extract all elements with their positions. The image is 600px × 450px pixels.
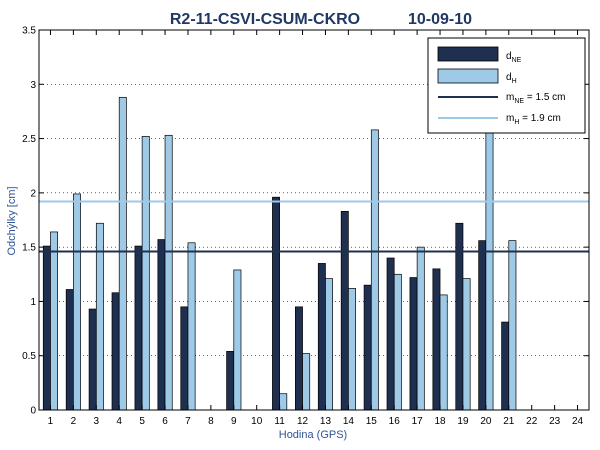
bar-d-ne: [272, 196, 280, 411]
legend-label-d-h: dH: [506, 72, 517, 85]
bar-d-ne: [180, 306, 189, 411]
bar-d-h: [141, 136, 150, 411]
plot-area: [38, 29, 590, 411]
bars: [42, 96, 517, 411]
bar-d-h: [279, 393, 288, 411]
bar-d-h: [325, 278, 334, 411]
x-tick-label: 9: [231, 416, 237, 427]
bar-d-ne: [317, 263, 326, 411]
x-tick-label: 7: [185, 416, 191, 427]
y-tick-label: 0.5: [22, 351, 36, 362]
x-tick-label: 10: [251, 416, 263, 427]
bar-d-ne: [386, 257, 395, 411]
y-tick-label: 1: [30, 297, 36, 308]
bar-d-ne: [88, 308, 97, 411]
chart-title: R2-11-CSVI-CSUM-CKRO: [170, 11, 360, 28]
x-tick-label: 17: [412, 416, 424, 427]
x-tick-label: 16: [389, 416, 401, 427]
y-tick-label: 0: [30, 406, 36, 417]
bar-d-h: [462, 278, 471, 411]
bar-d-ne: [478, 240, 487, 411]
y-tick-label: 3: [30, 80, 36, 91]
bar-d-ne: [501, 321, 510, 411]
bar-d-h: [348, 288, 356, 411]
y-axis-ticks: 0 0.5 1 1.5 2 2.5 3 3.5: [22, 26, 589, 417]
legend: dNE dH mNE = 1.5 cm mH = 1.9 cm: [427, 37, 586, 134]
x-tick-label: 14: [343, 416, 355, 427]
bar-d-h: [439, 294, 448, 411]
bar-d-ne: [42, 245, 51, 411]
x-tick-label: 22: [526, 416, 538, 427]
x-tick-label: 20: [480, 416, 492, 427]
reference-lines: [39, 200, 589, 253]
x-tick-label: 6: [162, 416, 168, 427]
legend-label-m-ne: mNE = 1.5 cm: [506, 92, 565, 105]
bar-d-h: [164, 134, 173, 411]
x-tick-label: 2: [71, 416, 77, 427]
bar-d-h: [393, 273, 402, 411]
chart-title-date: 10-09-10: [408, 11, 472, 28]
x-tick-label: 24: [572, 416, 584, 427]
x-tick-label: 3: [94, 416, 100, 427]
bar-d-h: [50, 231, 59, 411]
x-tick-label: 11: [274, 416, 285, 427]
bar-d-h: [416, 246, 425, 411]
x-tick-label: 5: [139, 416, 145, 427]
x-axis-ticks: 1 2 3 4 5 6 7 8 9 10 11 12 13 14 15 16 17 18 19 20 21 22 23 24: [48, 30, 584, 427]
bar-d-ne: [432, 268, 441, 411]
bar-d-h: [370, 129, 379, 411]
y-tick-label: 2.5: [22, 134, 36, 145]
x-tick-label: 15: [366, 416, 378, 427]
legend-label-d-ne: dNE: [506, 51, 522, 64]
y-tick-label: 3.5: [22, 26, 36, 37]
bar-d-ne: [363, 284, 372, 411]
bar-d-ne: [340, 210, 349, 411]
bar-d-ne: [409, 277, 418, 411]
y-axis-label: Odchýlky [cm]: [6, 186, 18, 255]
y-tick-label: 2: [30, 188, 36, 199]
bar-d-ne: [65, 289, 74, 411]
bar-d-h: [73, 193, 81, 411]
x-tick-label: 18: [434, 416, 446, 427]
x-tick-label: 19: [457, 416, 469, 427]
bar-d-ne: [134, 245, 143, 411]
bar-d-ne: [157, 239, 166, 411]
legend-label-m-h: mH = 1.9 cm: [506, 113, 561, 126]
bar-d-h: [233, 269, 242, 411]
x-tick-label: 13: [320, 416, 332, 427]
x-axis-label: Hodina (GPS): [279, 429, 347, 441]
x-tick-label: 8: [208, 416, 214, 427]
x-tick-label: 4: [116, 416, 122, 427]
x-tick-label: 21: [503, 416, 515, 427]
bar-d-ne: [226, 351, 235, 411]
bar-d-h: [485, 121, 494, 411]
bar-d-h: [118, 96, 127, 411]
legend-swatch-d-ne: [437, 46, 499, 62]
bar-d-h: [187, 242, 196, 411]
bar-d-h: [302, 353, 311, 411]
bar-d-ne: [111, 292, 120, 411]
y-tick-label: 1.5: [22, 243, 36, 254]
x-tick-label: 23: [549, 416, 561, 427]
bar-d-h: [508, 240, 517, 411]
x-tick-label: 12: [297, 416, 309, 427]
bar-d-ne: [294, 306, 303, 411]
legend-swatch-d-h: [437, 68, 499, 84]
x-tick-label: 1: [48, 416, 54, 427]
